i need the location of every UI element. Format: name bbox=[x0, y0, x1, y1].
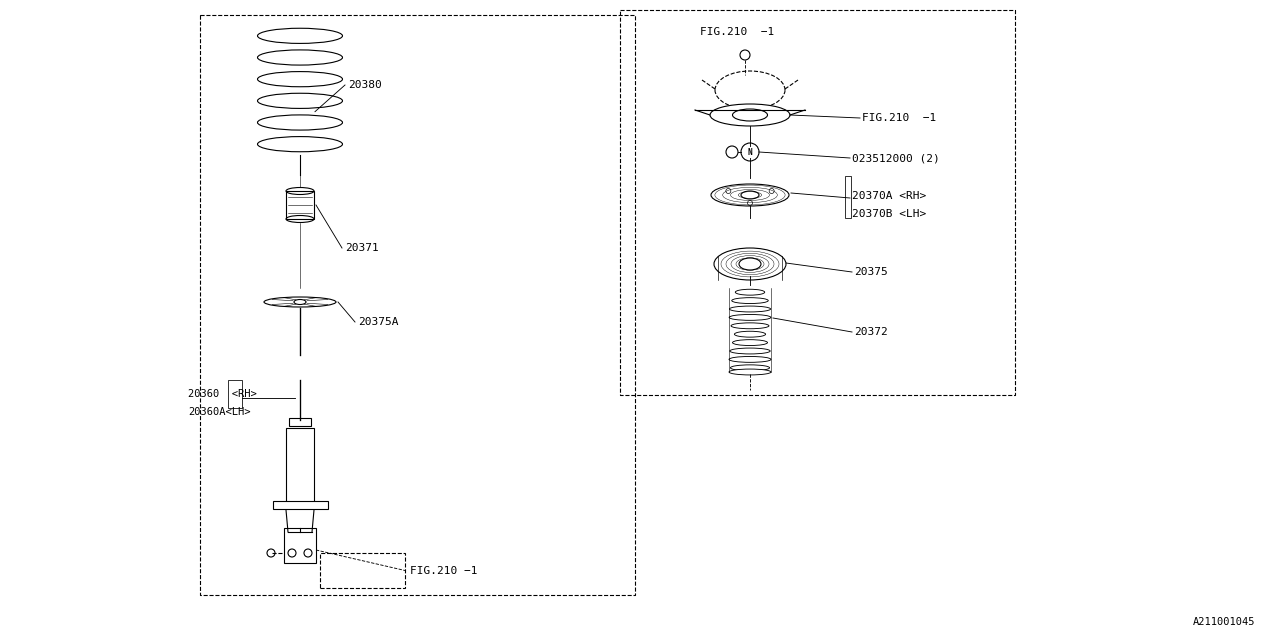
Ellipse shape bbox=[710, 104, 790, 126]
Ellipse shape bbox=[730, 369, 771, 375]
Bar bbox=[845, 176, 851, 218]
Bar bbox=[320, 553, 404, 588]
Text: 20375: 20375 bbox=[854, 267, 888, 277]
Bar bbox=[285, 191, 314, 219]
Text: 20372: 20372 bbox=[854, 327, 888, 337]
Ellipse shape bbox=[710, 184, 788, 206]
Text: 20370A <RH>: 20370A <RH> bbox=[852, 191, 927, 201]
Text: 20360A<LH>: 20360A<LH> bbox=[188, 407, 251, 417]
Bar bbox=[289, 418, 311, 426]
Text: 20375A: 20375A bbox=[358, 317, 398, 327]
Bar bbox=[273, 501, 328, 509]
Text: FIG.210  −1: FIG.210 −1 bbox=[700, 27, 774, 37]
Text: 20360  <RH>: 20360 <RH> bbox=[188, 389, 257, 399]
Text: N: N bbox=[748, 147, 753, 157]
Bar bbox=[285, 428, 314, 508]
Text: 20371: 20371 bbox=[346, 243, 379, 253]
Text: FIG.210 −1: FIG.210 −1 bbox=[410, 566, 477, 575]
Ellipse shape bbox=[714, 248, 786, 280]
Text: 023512000 (2): 023512000 (2) bbox=[852, 153, 940, 163]
Bar bbox=[284, 527, 316, 563]
Text: 20380: 20380 bbox=[348, 80, 381, 90]
Text: A211001045: A211001045 bbox=[1193, 617, 1254, 627]
Text: FIG.210  −1: FIG.210 −1 bbox=[861, 113, 936, 123]
Text: 20370B <LH>: 20370B <LH> bbox=[852, 209, 927, 219]
Bar bbox=[228, 380, 242, 408]
